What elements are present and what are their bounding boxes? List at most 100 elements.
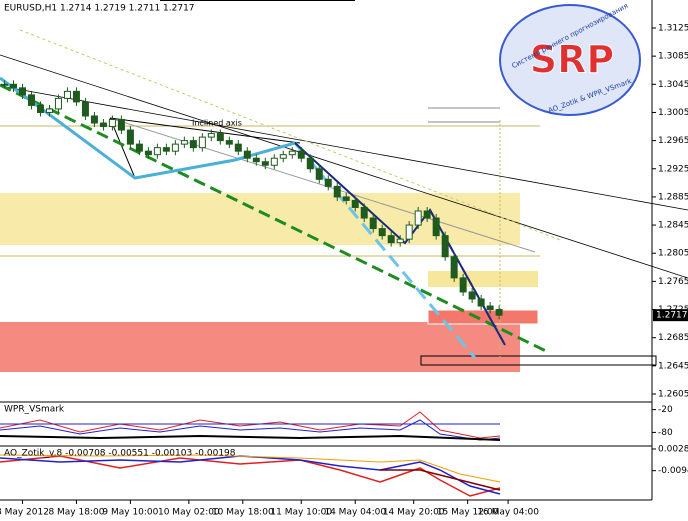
candle [45, 108, 53, 113]
y-tick-label: -20 [658, 405, 673, 415]
y-tick-label: -0.0094 [658, 466, 688, 476]
candle [315, 168, 323, 180]
candle [36, 104, 44, 113]
candle [171, 143, 179, 152]
wave-line [0, 76, 296, 180]
candle [495, 309, 503, 316]
candle [423, 210, 431, 219]
x-tick-label: 11 May 10:00 [270, 508, 332, 518]
indicator-line [0, 434, 501, 441]
candle [342, 196, 350, 201]
logo-title: SRP [530, 38, 614, 82]
y-tick-label: 1.2645 [658, 361, 688, 371]
indicator-line [0, 455, 501, 495]
candle [252, 157, 260, 163]
candle [144, 150, 152, 156]
candle [180, 140, 188, 145]
candle [477, 298, 485, 307]
x-tick-label: 8 May 18:00 [48, 508, 104, 518]
small-zone [428, 271, 538, 287]
panel-title: AO_Zotik_v.8 -0.00708 -0.00551 -0.00103 … [4, 449, 236, 459]
trend-line [109, 117, 136, 179]
trend-line [19, 29, 561, 241]
candle [288, 150, 296, 156]
candle [387, 235, 395, 244]
candle [207, 133, 215, 138]
candle [90, 115, 98, 124]
candle [468, 291, 476, 300]
y-tick-label: 1.3005 [658, 108, 688, 118]
candle [189, 140, 197, 149]
trend-line [0, 85, 688, 211]
x-tick-label: 14 May 04:00 [324, 508, 386, 518]
candle [441, 235, 449, 258]
candle [0, 83, 8, 86]
target-zone [0, 322, 520, 372]
indicator-line [0, 455, 501, 497]
candle [54, 97, 62, 110]
candle [234, 143, 242, 152]
y-tick-label: 1.2885 [658, 192, 688, 202]
trend-line [0, 83, 549, 354]
candle [369, 217, 377, 230]
y-tick-label: 1.2845 [658, 221, 688, 231]
candle [27, 94, 35, 106]
candle [81, 101, 89, 117]
candle [459, 277, 467, 293]
small-zone [427, 309, 539, 325]
trend-line [109, 117, 536, 253]
y-tick-label: 1.2965 [658, 136, 688, 146]
candle [126, 129, 134, 145]
x-tick-label: 16 May 04:00 [477, 508, 539, 518]
chart-title: EURUSD,H1 1.2714 1.2719 1.2711 1.2717 [4, 4, 195, 14]
candle [378, 228, 386, 237]
candle [297, 150, 305, 159]
y-tick-label: 1.2805 [658, 249, 688, 259]
candle [162, 147, 170, 152]
y-tick-label: 1.2765 [658, 277, 688, 287]
x-tick-label: 14 May 20:00 [383, 508, 445, 518]
price-label-bg [653, 309, 688, 322]
trend-line [0, 54, 688, 279]
candle [99, 122, 107, 128]
x-tick-label: 10 May 18:00 [212, 508, 274, 518]
y-tick-label: 1.3085 [658, 52, 688, 62]
candle [63, 90, 71, 99]
candle [9, 83, 17, 89]
y-tick-label: 0.00288 [658, 444, 688, 454]
x-tick-label: 15 May 12:00 [437, 508, 499, 518]
candle [279, 154, 287, 159]
y-tick-label: 1.2925 [658, 164, 688, 174]
logo-badge [499, 4, 641, 116]
candle [360, 206, 368, 219]
y-tick-label: -80 [658, 428, 673, 438]
candle [261, 161, 269, 166]
candle [216, 133, 224, 142]
x-tick-label: 10 May 02:00 [158, 508, 220, 518]
candle [414, 210, 422, 226]
x-tick-label: 8 May 2012 [0, 508, 49, 518]
logo: SRP Система раннего прогнозирования AO_Z… [499, 2, 641, 116]
annotation: Inclined axis [192, 119, 242, 128]
candle [333, 185, 341, 198]
indicator-line [380, 469, 501, 491]
candle [270, 157, 278, 166]
candle [324, 178, 332, 187]
candle [405, 224, 413, 240]
indicator-line [0, 419, 501, 441]
y-tick-label: 1.2685 [658, 333, 688, 343]
candle [72, 90, 80, 103]
candle [396, 238, 404, 244]
candle [153, 147, 161, 156]
y-tick-label: 1.3125 [658, 24, 688, 34]
candle [351, 199, 359, 208]
candle [450, 256, 458, 279]
candle [18, 87, 26, 96]
candle [432, 217, 440, 237]
candle [306, 157, 314, 170]
box [420, 355, 657, 366]
candle [108, 119, 116, 128]
wave-line [294, 142, 506, 346]
y-tick-label: 1.3045 [658, 80, 688, 90]
